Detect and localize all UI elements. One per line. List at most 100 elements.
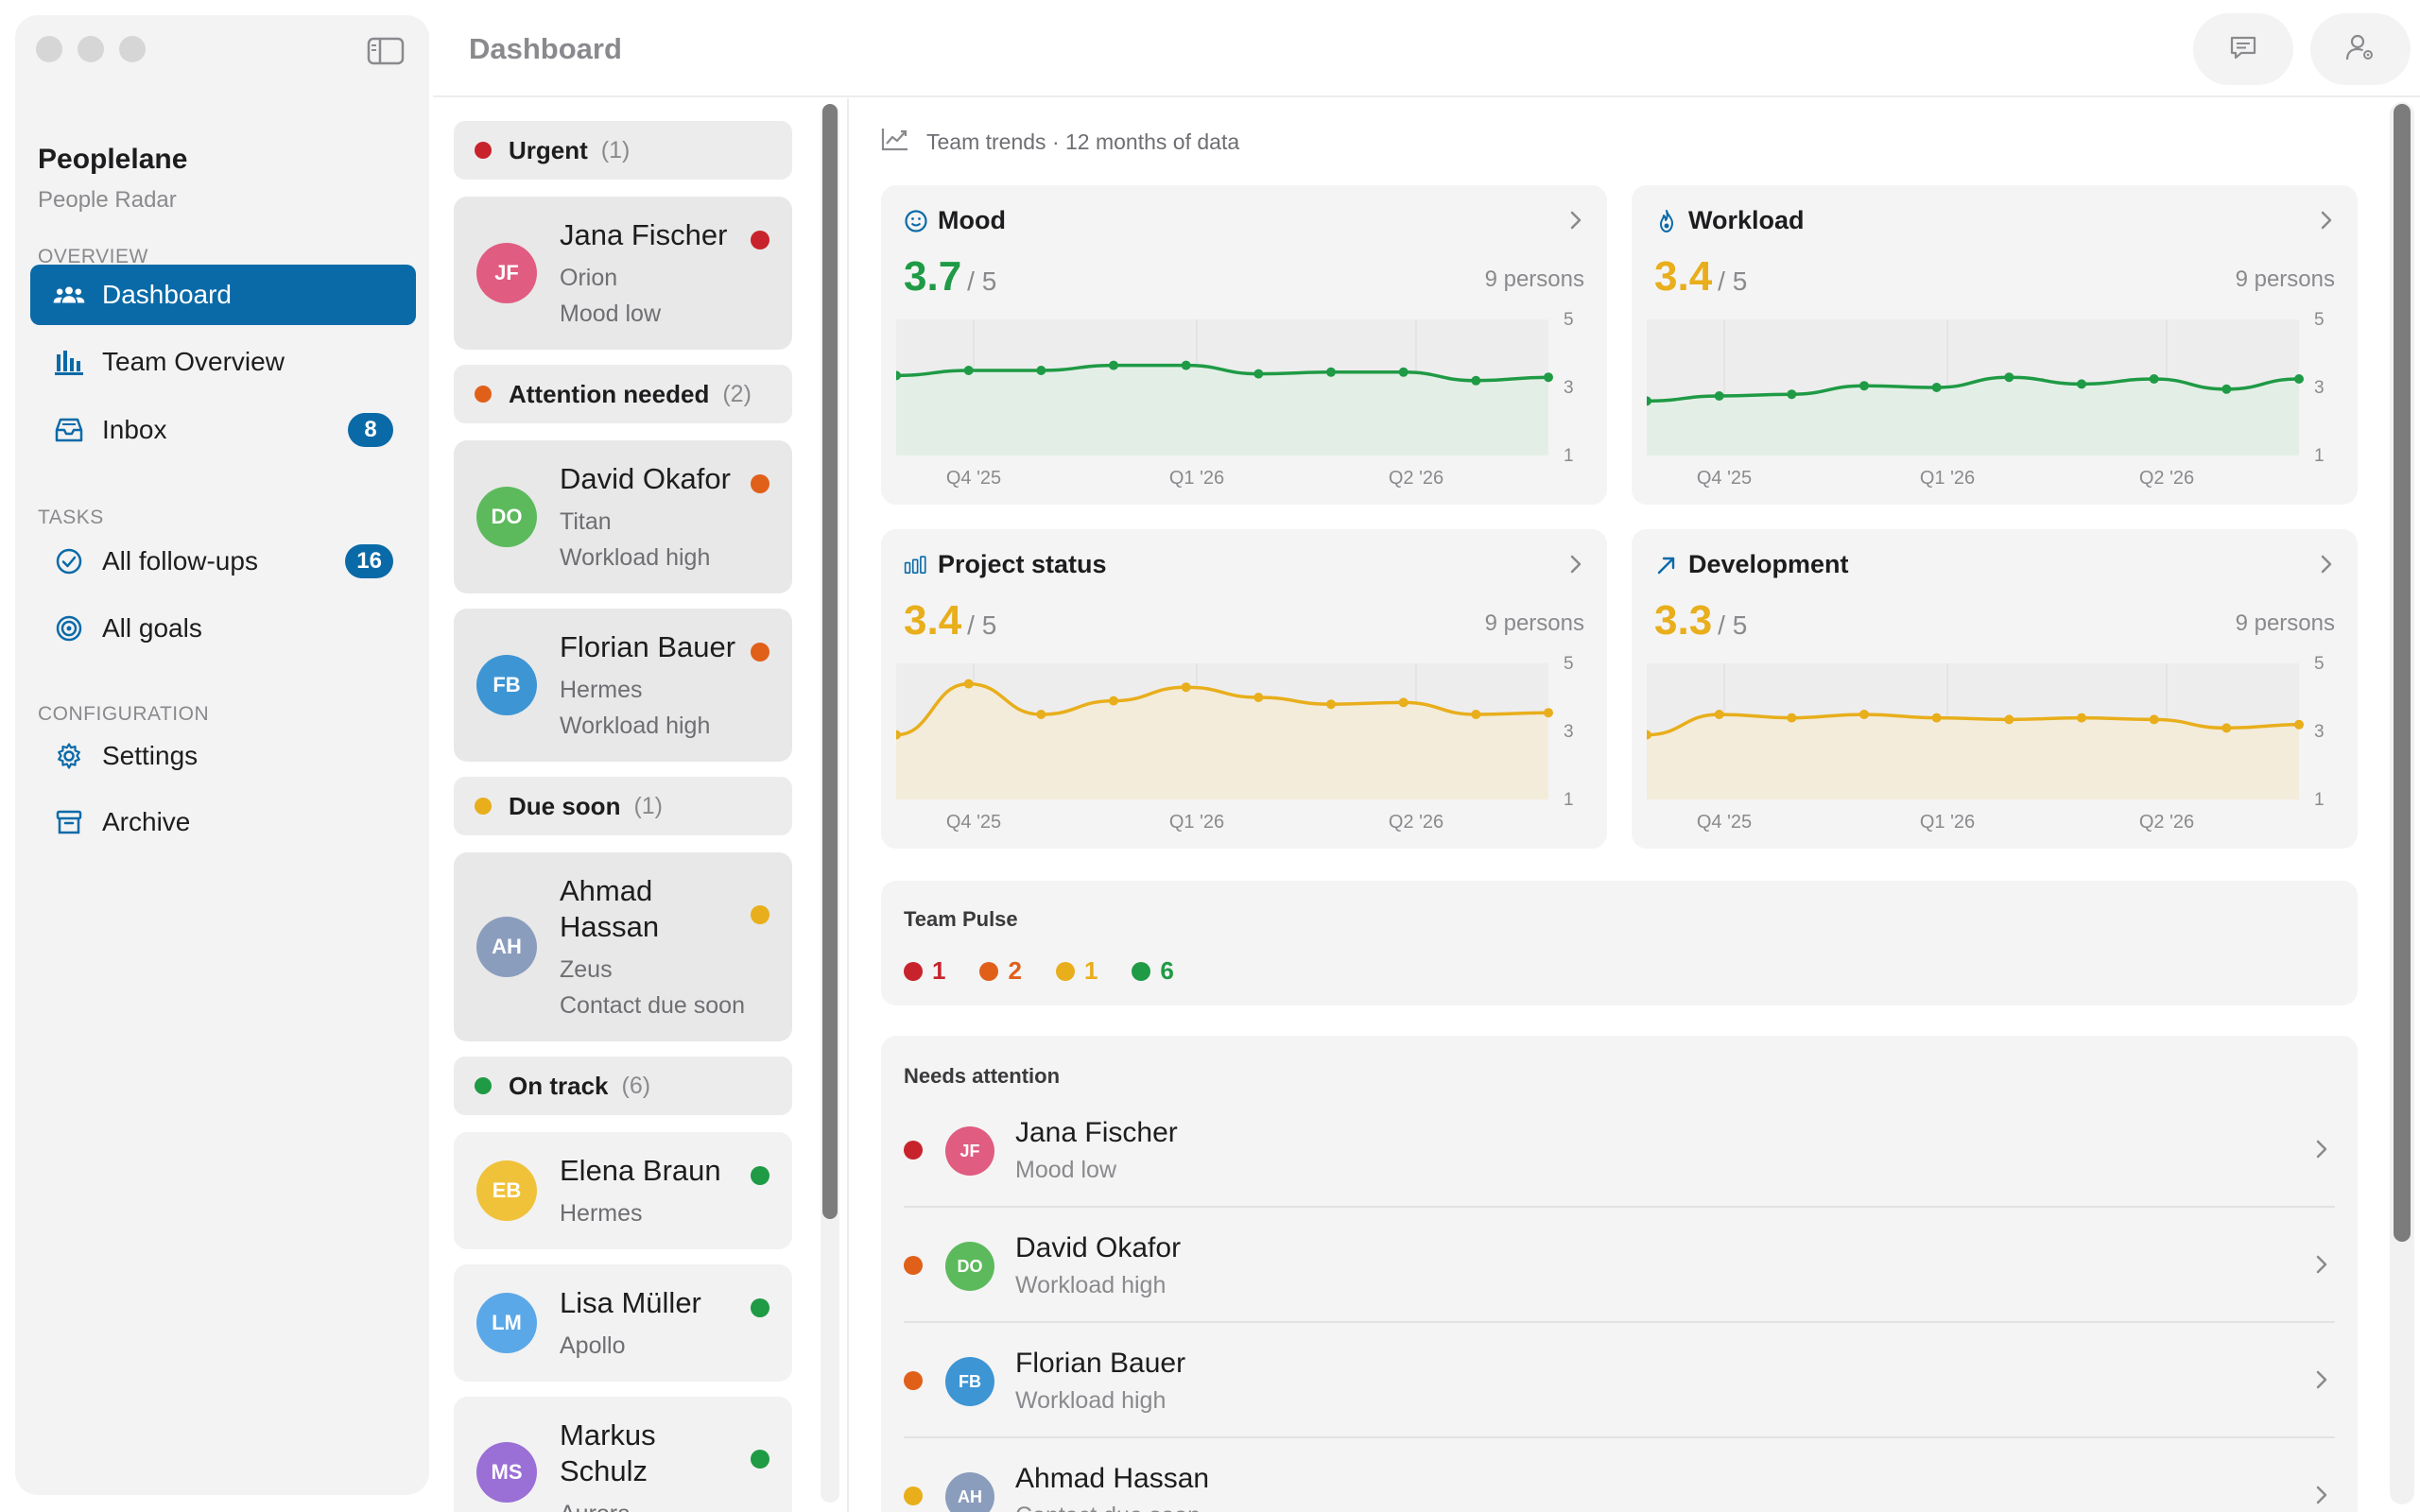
chevron-right-icon[interactable] <box>2316 206 2337 234</box>
data-point <box>896 370 901 381</box>
sidebar-item-all-follow-ups[interactable]: All follow-ups 16 <box>30 531 416 592</box>
chevron-right-icon[interactable] <box>1565 550 1586 578</box>
person-status: Contact due soon <box>1015 1503 1201 1512</box>
group-header-attention-needed[interactable]: Attention needed (2) <box>454 365 792 423</box>
trend-score-denominator: / 5 <box>967 610 997 640</box>
data-point <box>1398 697 1409 708</box>
sidebar-item-label: Archive <box>102 807 191 836</box>
sidebar-item-label: All goals <box>102 613 202 643</box>
x-tick-label: Q2 '26 <box>1389 468 1443 489</box>
trend-card-workload[interactable]: Workload 3.4/ 5 9 persons 5 3 1 Q4 '25 Q1 '2… <box>1632 185 2358 505</box>
group-header-on-track[interactable]: On track (6) <box>454 1057 792 1115</box>
status-dot <box>979 961 999 981</box>
minimize-window-button[interactable] <box>78 36 104 62</box>
chat-button[interactable] <box>2193 13 2293 85</box>
person-card-lisa-muller[interactable]: LM Lisa Müller Apollo <box>454 1264 792 1382</box>
chevron-right-icon[interactable] <box>1565 206 1586 234</box>
data-point <box>1787 389 1797 400</box>
status-dot <box>1055 961 1075 981</box>
sidebar-item-settings[interactable]: Settings <box>30 726 416 786</box>
status-dot <box>475 1077 492 1094</box>
sidebar-item-all-goals[interactable]: All goals <box>30 598 416 659</box>
sidebar-item-team-overview[interactable]: Team Overview <box>30 332 416 392</box>
person-project: Aurora <box>560 1501 631 1512</box>
pulse-count-urgent[interactable]: 1 <box>904 956 945 986</box>
chevron-right-icon[interactable] <box>2316 550 2337 578</box>
trend-card-title: Workload <box>1654 206 1805 235</box>
sidebar-item-label: All follow-ups <box>102 546 258 576</box>
data-point <box>1647 730 1651 740</box>
x-tick-label: Q1 '26 <box>1920 468 1975 489</box>
avatar: AH <box>476 917 537 977</box>
group-count: (1) <box>633 792 664 819</box>
x-tick-label: Q1 '26 <box>1169 468 1224 489</box>
avatar: LM <box>476 1293 537 1353</box>
section-title-overview: OVERVIEW <box>38 246 148 267</box>
pulse-count-on-track[interactable]: 6 <box>1132 956 1174 986</box>
page-title: Dashboard <box>469 32 622 65</box>
main-scrollbar[interactable] <box>2390 102 2414 1504</box>
sidebar-item-dashboard[interactable]: Dashboard <box>30 265 416 325</box>
group-header-due-soon[interactable]: Due soon (1) <box>454 777 792 835</box>
person-status: Workload high <box>1015 1387 1167 1414</box>
profile-settings-button[interactable] <box>2310 13 2411 85</box>
person-name: Ahmad Hassan <box>1015 1463 1210 1494</box>
series-line <box>1647 375 2300 404</box>
status-dot <box>751 905 769 924</box>
person-card-markus-schulz[interactable]: MS Markus Schulz Aurora <box>454 1397 792 1512</box>
pulse-count-attention[interactable]: 2 <box>979 956 1022 986</box>
trend-card-mood[interactable]: Mood 3.7/ 5 9 persons 5 3 1 Q4 '25 Q1 '26 Q2 … <box>881 185 1607 505</box>
inbox-icon <box>53 414 85 446</box>
person-card-ahmad-hassan[interactable]: AH Ahmad Hassan Zeus Contact due soon <box>454 852 792 1041</box>
people-icon <box>53 279 85 311</box>
data-point <box>1931 383 1942 392</box>
y-tick-label: 1 <box>2314 790 2325 810</box>
data-point <box>1647 396 1651 406</box>
person-card-elena-braun[interactable]: EB Elena Braun Hermes <box>454 1132 792 1249</box>
trend-card-project-status[interactable]: Project status 3.4/ 5 9 persons 5 3 1 Q4 '2… <box>881 529 1607 849</box>
series-area <box>1647 377 2299 455</box>
person-card-florian-bauer[interactable]: FB Florian Bauer Hermes Workload high <box>454 609 792 762</box>
attention-row-florian-bauer[interactable]: FB Florian Bauer Workload high <box>904 1323 2335 1438</box>
y-tick-label: 5 <box>1564 654 1574 674</box>
trend-score-denominator: / 5 <box>967 266 997 296</box>
group-header-urgent[interactable]: Urgent (1) <box>454 121 792 180</box>
status-dot <box>904 1141 923 1160</box>
trend-score-value: 3.4 <box>1654 253 1713 300</box>
data-point <box>2221 723 2232 733</box>
archive-icon <box>53 806 85 838</box>
data-point <box>1109 696 1118 706</box>
y-tick-label: 1 <box>1564 446 1574 466</box>
attention-row-jana-fischer[interactable]: JF Jana Fischer Mood low <box>904 1092 2335 1208</box>
data-point <box>1109 360 1118 370</box>
list-scrollbar[interactable] <box>821 104 839 1503</box>
person-name: David Okafor <box>560 462 731 495</box>
person-name: Elena Braun <box>560 1154 721 1187</box>
zoom-window-button[interactable] <box>119 36 146 62</box>
person-card-jana-fischer[interactable]: JF Jana Fischer Orion Mood low <box>454 197 792 350</box>
scrollbar-thumb[interactable] <box>2394 104 2411 1242</box>
person-name: Florian Bauer <box>560 630 736 663</box>
attention-row-david-okafor[interactable]: DO David Okafor Workload high <box>904 1208 2335 1323</box>
bar-chart-icon <box>53 346 85 378</box>
attention-row-ahmad-hassan[interactable]: AH Ahmad Hassan Contact due soon <box>904 1438 2335 1512</box>
avatar: DO <box>945 1242 994 1291</box>
series-area <box>1647 714 2299 799</box>
person-name: Markus Schulz <box>560 1418 656 1487</box>
status-dot <box>751 643 769 662</box>
brand-subtitle: People Radar <box>38 187 177 213</box>
trend-score: 3.4/ 5 <box>904 597 996 644</box>
people-list: Urgent (1) JF Jana Fischer Orion Mood lo… <box>444 98 841 1512</box>
trend-card-development[interactable]: Development 3.3/ 5 9 persons 5 3 1 Q4 '25 Q1… <box>1632 529 2358 849</box>
pulse-count-due-soon[interactable]: 1 <box>1055 956 1098 986</box>
sidebar-item-inbox[interactable]: Inbox 8 <box>30 400 416 460</box>
sidebar-item-archive[interactable]: Archive <box>30 792 416 852</box>
sidebar-toggle-icon[interactable] <box>367 36 405 66</box>
person-card-david-okafor[interactable]: DO David Okafor Titan Workload high <box>454 440 792 593</box>
status-dot <box>904 1256 923 1275</box>
inbox-count-badge: 8 <box>348 413 393 447</box>
scrollbar-thumb[interactable] <box>822 104 838 1219</box>
trend-score-value: 3.4 <box>904 597 962 644</box>
close-window-button[interactable] <box>36 36 62 62</box>
avatar: MS <box>476 1442 537 1503</box>
